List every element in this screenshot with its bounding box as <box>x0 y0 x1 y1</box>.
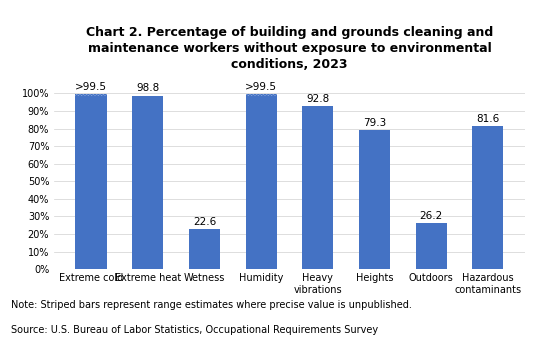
Text: 79.3: 79.3 <box>363 118 386 128</box>
Bar <box>415 223 447 269</box>
Text: Note: Striped bars represent range estimates where precise value is unpublished.: Note: Striped bars represent range estim… <box>11 300 412 310</box>
Bar <box>359 130 390 269</box>
Bar <box>246 93 276 269</box>
Bar <box>246 93 276 96</box>
Text: Source: U.S. Bureau of Labor Statistics, Occupational Requirements Survey: Source: U.S. Bureau of Labor Statistics,… <box>11 325 378 335</box>
Bar <box>189 229 220 269</box>
Text: 81.6: 81.6 <box>476 114 499 124</box>
Text: 22.6: 22.6 <box>193 217 216 227</box>
Text: >99.5: >99.5 <box>245 81 277 91</box>
Bar <box>132 96 163 269</box>
Bar <box>76 93 107 96</box>
Title: Chart 2. Percentage of building and grounds cleaning and
maintenance workers wit: Chart 2. Percentage of building and grou… <box>86 26 493 71</box>
Text: 92.8: 92.8 <box>306 94 329 104</box>
Text: >99.5: >99.5 <box>75 81 107 91</box>
Text: 26.2: 26.2 <box>419 211 443 221</box>
Bar <box>76 93 107 269</box>
Bar <box>302 106 333 269</box>
Bar <box>472 126 503 269</box>
Text: 98.8: 98.8 <box>136 83 160 93</box>
